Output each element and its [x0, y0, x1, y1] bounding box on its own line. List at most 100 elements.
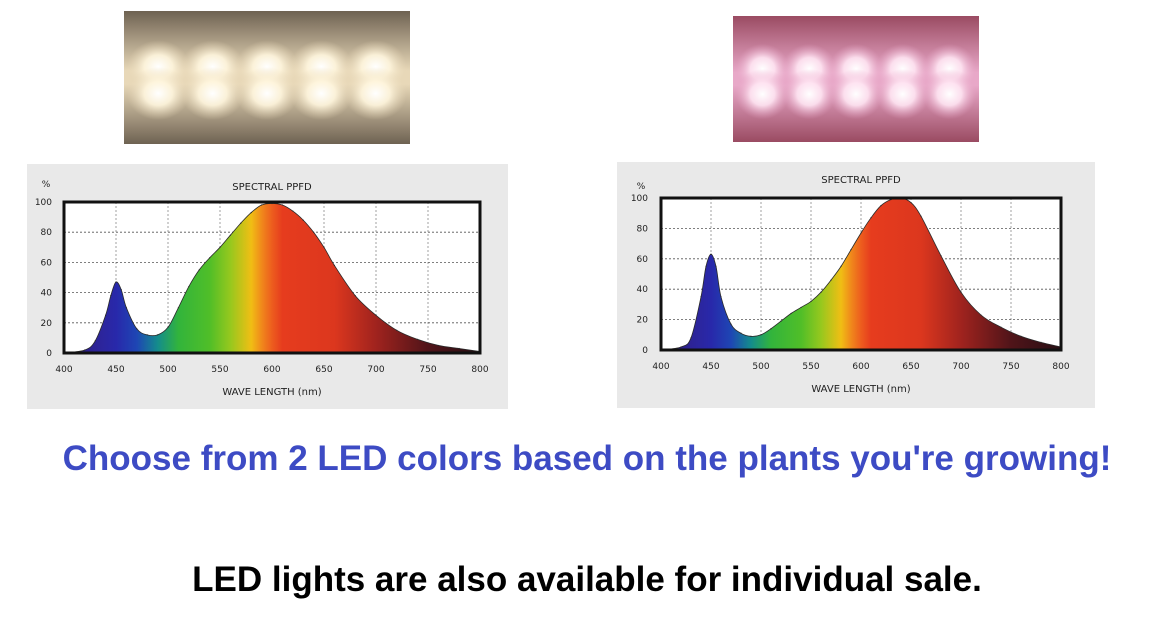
x-tick-label: 600: [852, 362, 869, 372]
data-point: [840, 265, 842, 267]
x-tick-label: 800: [471, 365, 488, 375]
data-point: [261, 204, 263, 206]
data-point: [980, 314, 982, 316]
y-tick-label: 100: [35, 198, 52, 208]
y-tick-label: 40: [637, 285, 649, 295]
data-point: [240, 222, 242, 224]
data-point: [1000, 326, 1002, 328]
pink-led-strip-photo: [733, 16, 979, 142]
y-tick-label: 0: [642, 346, 648, 356]
x-tick-label: 650: [902, 362, 919, 372]
led-glow: [181, 66, 245, 121]
x-tick-label: 750: [419, 365, 436, 375]
plot-frame: [62, 200, 482, 355]
data-point: [157, 334, 159, 336]
x-tick-label: 400: [652, 362, 669, 372]
data-point: [810, 300, 812, 302]
data-point: [167, 326, 169, 328]
data-point: [720, 296, 722, 298]
data-point: [375, 314, 377, 316]
data-point: [1020, 335, 1022, 337]
spectral-chart-white-svg: SPECTRAL PPFD% 0 20 40 60 80 100 400 450 500 550 60…: [35, 180, 489, 398]
data-point: [84, 349, 86, 351]
led-glow: [289, 66, 353, 121]
data-point: [292, 210, 294, 212]
y-tick-label: 60: [637, 255, 649, 265]
data-point: [105, 314, 107, 316]
x-tick-label: 450: [107, 365, 124, 375]
data-point: [740, 332, 742, 334]
data-point: [146, 334, 148, 336]
x-tick-label: 700: [367, 365, 384, 375]
data-point: [920, 215, 922, 217]
y-tick-label: 100: [631, 194, 648, 204]
data-point: [940, 255, 942, 257]
data-point: [860, 232, 862, 234]
y-tick-label: 20: [41, 319, 53, 329]
y-axis-label: %: [42, 180, 51, 190]
spectrum-area: [661, 197, 1061, 350]
data-point: [850, 249, 852, 251]
data-point: [880, 205, 882, 207]
y-tick-label: 0: [46, 349, 52, 359]
x-tick-label: 600: [263, 365, 280, 375]
x-tick-label: 700: [952, 362, 969, 372]
y-tick-label: 20: [637, 316, 649, 326]
plot-frame: [659, 196, 1063, 352]
spectral-chart-pink-svg: SPECTRAL PPFD% 0 20 40 60 80 100 400 450 500 550 60…: [631, 175, 1070, 395]
x-tick-label: 400: [55, 365, 72, 375]
data-point: [250, 211, 252, 214]
data-point: [705, 265, 707, 267]
data-point: [690, 337, 692, 339]
white-led-strip-photo-art: [124, 11, 410, 144]
led-glow: [344, 66, 408, 121]
data-point: [820, 291, 822, 293]
chart-title: SPECTRAL PPFD: [821, 175, 901, 186]
data-point: [136, 328, 138, 330]
led-glow: [235, 66, 299, 121]
data-point: [209, 257, 211, 259]
data-point: [700, 296, 702, 298]
y-tick-label: 60: [41, 258, 53, 268]
x-axis-label: WAVE LENGTH (nm): [222, 387, 321, 398]
x-tick-label: 500: [159, 365, 176, 375]
data-point: [302, 219, 304, 221]
data-point: [1040, 341, 1042, 343]
data-point: [323, 246, 325, 248]
data-point: [910, 201, 912, 204]
data-point: [333, 264, 335, 267]
data-point: [830, 279, 832, 281]
data-point: [188, 285, 190, 288]
data-point: [417, 338, 419, 341]
data-point: [730, 323, 732, 325]
data-point: [750, 335, 752, 337]
data-point: [458, 347, 460, 350]
data-point: [437, 344, 439, 347]
data-point: [680, 346, 682, 348]
data-point: [396, 329, 398, 331]
data-point: [870, 217, 872, 219]
data-point: [354, 295, 356, 297]
pink-led-strip-photo-art: [733, 16, 979, 142]
data-point: [120, 288, 122, 291]
data-point: [281, 204, 283, 206]
data-point: [800, 306, 802, 309]
data-point: [94, 340, 96, 342]
led-glow: [126, 66, 190, 121]
led-glow: [875, 68, 930, 120]
led-glow: [782, 68, 837, 120]
x-tick-label: 550: [802, 362, 819, 372]
x-tick-label: 450: [702, 362, 719, 372]
data-point: [790, 312, 792, 315]
chart-title: SPECTRAL PPFD: [232, 182, 312, 193]
data-point: [177, 307, 179, 309]
data-point: [229, 234, 231, 236]
data-point: [770, 328, 772, 330]
data-point: [110, 295, 112, 297]
x-tick-label: 550: [211, 365, 228, 375]
x-tick-label: 750: [1002, 362, 1019, 372]
individual-sale-note: LED lights are also available for indivi…: [192, 560, 982, 599]
led-color-headline: Choose from 2 LED colors based on the pl…: [62, 439, 1112, 478]
y-tick-label: 40: [41, 289, 53, 299]
data-point: [760, 334, 762, 336]
